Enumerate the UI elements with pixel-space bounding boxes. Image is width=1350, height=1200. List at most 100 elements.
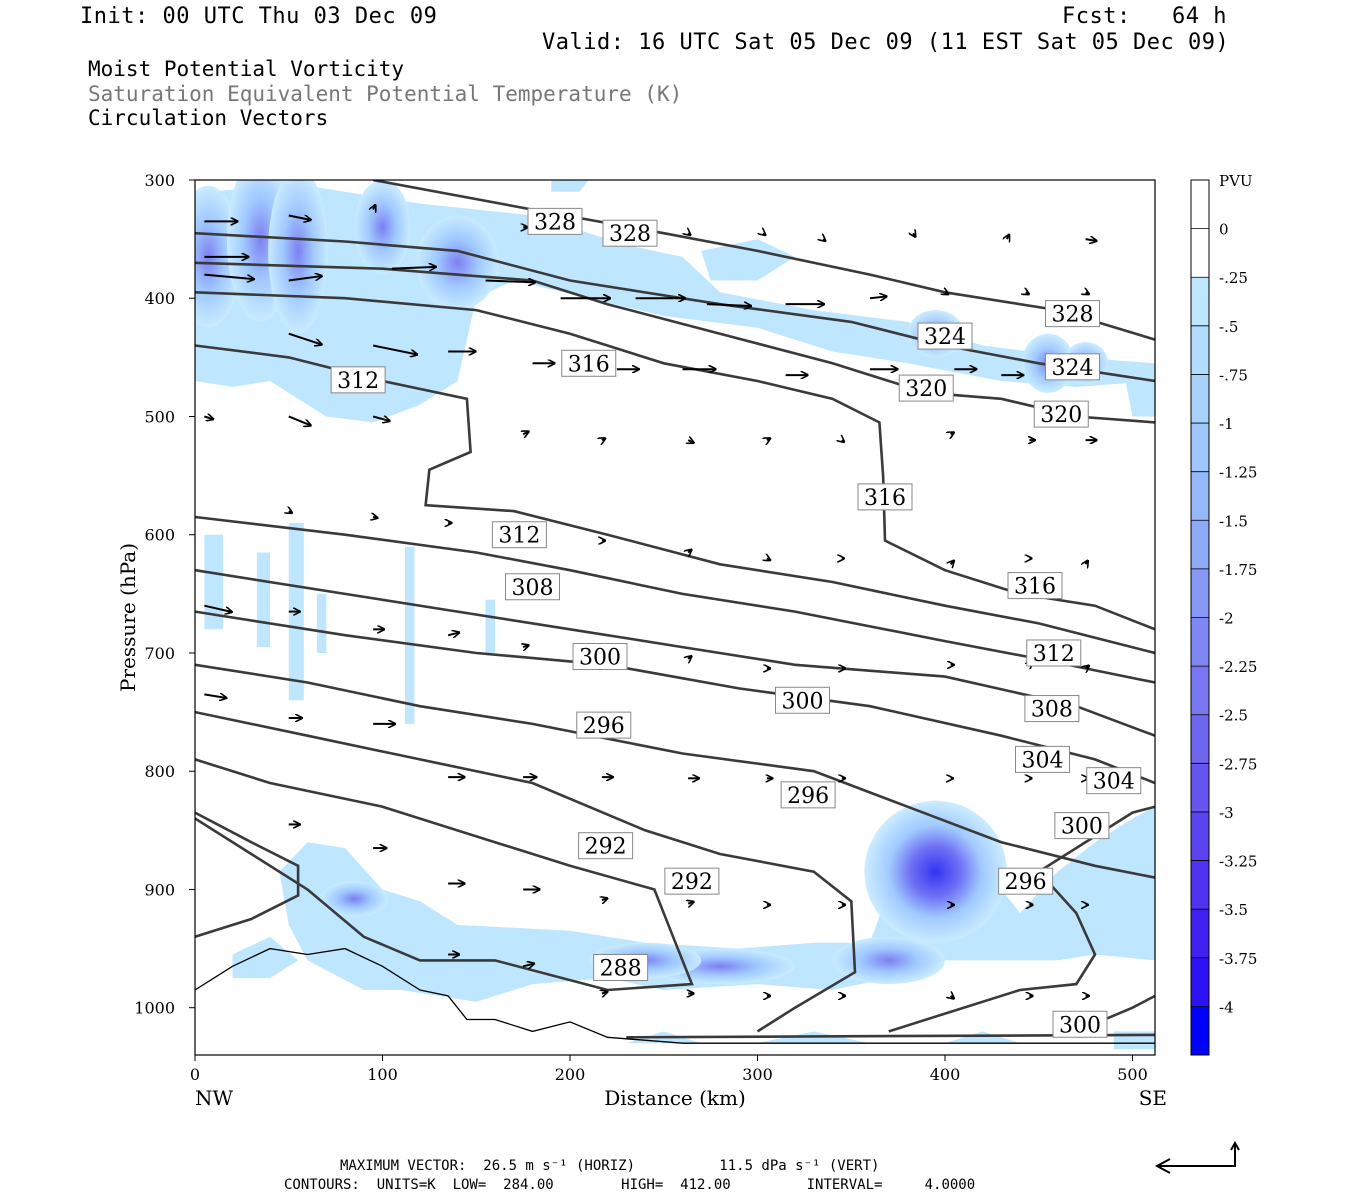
contour-label-text: 324 bbox=[1052, 356, 1094, 381]
circulation-vector bbox=[204, 604, 232, 612]
circulation-vector bbox=[485, 281, 536, 283]
plot-frame bbox=[194, 179, 1156, 1056]
contour-label-text: 296 bbox=[787, 784, 829, 809]
colorbar-label: -1 bbox=[1219, 415, 1234, 433]
contour-label-text: 312 bbox=[498, 524, 540, 549]
x-tick-label: 300 bbox=[742, 1065, 773, 1084]
pv-core bbox=[416, 215, 499, 311]
colorbar-label: -3 bbox=[1219, 804, 1234, 822]
pv-region bbox=[256, 552, 270, 648]
contour-label: 320 bbox=[898, 374, 954, 402]
contour-label: 300 bbox=[1054, 812, 1110, 840]
contour-label-text: 324 bbox=[924, 325, 966, 350]
colorbar-swatch bbox=[1191, 471, 1209, 521]
colorbar-swatch bbox=[1191, 909, 1209, 959]
footer-max-vector: MAXIMUM VECTOR: 26.5 m s⁻¹ (HORIZ) 11.5 … bbox=[340, 1158, 880, 1174]
circulation-vector bbox=[688, 233, 690, 235]
contour-label: 300 bbox=[1052, 1010, 1108, 1038]
circulation-vector bbox=[288, 214, 311, 220]
colorbar-swatch bbox=[1191, 228, 1209, 278]
contour-label-text: 308 bbox=[512, 576, 554, 601]
y-tick-label: 800 bbox=[144, 762, 175, 781]
contour-label-box bbox=[491, 521, 547, 549]
contour-label-box bbox=[593, 954, 649, 981]
contour-label: 320 bbox=[1033, 400, 1089, 428]
theta-es-contour bbox=[195, 610, 1155, 785]
title-mpv: Moist Potential Vorticity bbox=[88, 57, 405, 81]
circulation-vector bbox=[767, 438, 770, 440]
circulation-vector bbox=[913, 233, 915, 237]
pv-region bbox=[405, 546, 415, 724]
y-axis-label: Pressure (hPa) bbox=[116, 543, 140, 692]
circulation-vector bbox=[1007, 235, 1009, 240]
contour-label: 300 bbox=[572, 643, 628, 671]
contour-label: 328 bbox=[527, 207, 583, 235]
contour-label-box bbox=[664, 867, 720, 895]
contour-label-text: 312 bbox=[337, 369, 379, 394]
contour-label: 328 bbox=[602, 219, 658, 247]
colorbar-swatch bbox=[1191, 714, 1209, 764]
x-right-end-label: SE bbox=[1139, 1086, 1167, 1110]
contour-label: 316 bbox=[1007, 572, 1063, 600]
footer-contours: CONTOURS: UNITS=K LOW= 284.00 HIGH= 412.… bbox=[284, 1177, 976, 1193]
colorbar-swatch bbox=[1191, 325, 1209, 375]
pv-region bbox=[204, 534, 224, 630]
pv-region bbox=[551, 180, 589, 192]
contour-label-text: 316 bbox=[1014, 575, 1056, 600]
circulation-vector bbox=[391, 267, 436, 269]
circulation-vector bbox=[522, 964, 534, 967]
circulation-vector bbox=[688, 550, 691, 553]
contour-label-box bbox=[775, 686, 830, 714]
reference-vector bbox=[1158, 1144, 1236, 1167]
circulation-vector bbox=[288, 415, 311, 425]
circulation-vector bbox=[706, 304, 751, 306]
colorbar-swatch bbox=[1191, 568, 1209, 618]
contour-label: 312 bbox=[330, 366, 386, 394]
pv-core bbox=[354, 180, 411, 275]
contour-label-box bbox=[780, 781, 836, 809]
contour-label-text: 300 bbox=[782, 689, 824, 714]
circulation-vector bbox=[1026, 292, 1029, 294]
contour-label: 296 bbox=[780, 781, 836, 809]
pv-region bbox=[645, 274, 711, 305]
contour-label: 300 bbox=[775, 686, 830, 714]
forecast-hour: Fcst: 64 h bbox=[1062, 4, 1227, 29]
x-tick-label: 0 bbox=[190, 1065, 200, 1084]
contour-label-text: 320 bbox=[905, 377, 947, 402]
y-tick-label: 400 bbox=[144, 289, 175, 308]
colorbar-swatch bbox=[1191, 423, 1209, 473]
contour-label: 304 bbox=[1015, 745, 1070, 773]
y-tick-label: 700 bbox=[144, 644, 175, 663]
contour-label-text: 300 bbox=[1059, 1013, 1101, 1038]
contour-label: 316 bbox=[857, 483, 913, 511]
circulation-vector bbox=[602, 992, 608, 994]
circulation-vector bbox=[767, 558, 770, 560]
circulation-vector bbox=[447, 633, 459, 636]
contour-label-box bbox=[1045, 353, 1100, 381]
colorbar-swatch bbox=[1191, 763, 1209, 813]
contour-label: 324 bbox=[1045, 353, 1100, 381]
pv-region bbox=[701, 239, 795, 281]
contour-label-box bbox=[1033, 400, 1089, 428]
contour-label-box bbox=[917, 322, 973, 350]
contour-label: 312 bbox=[491, 521, 547, 549]
terrain-line bbox=[195, 947, 1155, 1044]
circulation-vector bbox=[951, 432, 954, 434]
circulation-vector bbox=[945, 292, 948, 294]
pv-region bbox=[1123, 363, 1155, 417]
colorbar-swatch bbox=[1191, 666, 1209, 716]
circulation-vector bbox=[1086, 561, 1088, 565]
contour-label-box bbox=[1054, 812, 1110, 840]
theta-es-contour bbox=[195, 758, 694, 992]
circulation-vector bbox=[288, 332, 322, 345]
contour-label: 316 bbox=[561, 349, 617, 377]
colorbar-label: -.25 bbox=[1219, 269, 1248, 287]
circulation-vector bbox=[602, 898, 608, 900]
pv-region bbox=[945, 1031, 1020, 1044]
y-tick-label: 600 bbox=[144, 526, 175, 545]
contour-label-box bbox=[1052, 1010, 1108, 1038]
colorbar-swatch bbox=[1191, 180, 1209, 230]
circulation-vector bbox=[688, 656, 691, 659]
colorbar-unit: PVU bbox=[1219, 172, 1253, 190]
pv-core bbox=[864, 800, 1007, 943]
